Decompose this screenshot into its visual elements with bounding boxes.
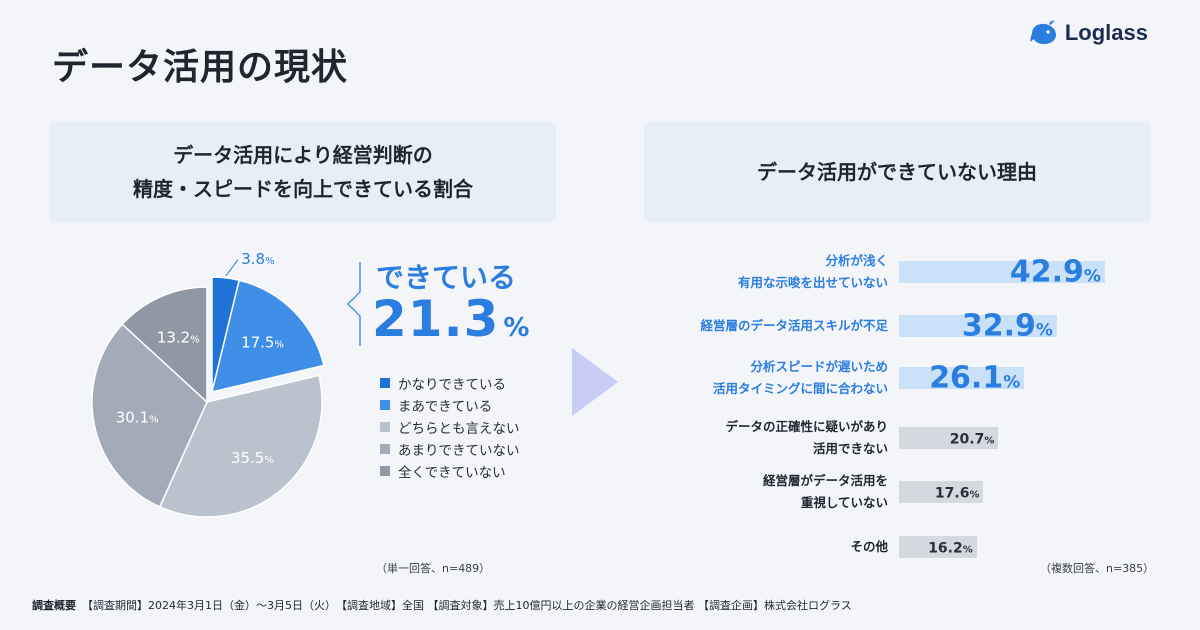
pie-label-leader (225, 259, 239, 277)
arrow-right-icon (572, 348, 618, 416)
pie-legend: かなりできている まあできているどちらとも言えない あまりできていない 全くできていな… (380, 372, 520, 482)
whale-icon (1029, 20, 1056, 44)
left-panel-header: データ活用により経営判断の 精度・スピードを向上できている割合 (50, 122, 556, 222)
bar-value: 42.9% (1009, 254, 1101, 290)
pie-label: 3.8% (241, 250, 274, 268)
logo-text: Loglass (1064, 20, 1148, 45)
logo: Loglass (1029, 20, 1148, 46)
bar-label: 分析が浅く 有用な示唆を出せていない (737, 253, 888, 290)
bar-label: 経営層がデータ活用を 重視していない (762, 473, 888, 510)
pie-slice-somewhat-unable (91, 323, 208, 508)
bar-row: 分析スピードが遅いため 活用タイミングに間に合わない 26.1% (650, 358, 1150, 398)
bar (899, 481, 984, 503)
page-title: データ活用の現状 (52, 47, 349, 88)
bar (899, 367, 1025, 389)
pie-label: 17.5% (241, 334, 284, 352)
left-panel-title-line1: データ活用により経営判断の (173, 143, 433, 167)
left-panel-title-line2: 精度・スピードを向上できている割合 (133, 177, 473, 201)
legend-label: 全くできていない (398, 465, 506, 481)
legend-swatch (380, 466, 390, 476)
highlight-unit: % (503, 313, 530, 343)
bar-value: 26.1% (929, 360, 1021, 396)
highlight-number: 21.3 (372, 290, 500, 348)
pie-slice-somewhat-able (210, 279, 325, 394)
legend-label: まあできている (398, 399, 493, 415)
bar-value: 32.9% (961, 308, 1053, 344)
bar (899, 261, 1105, 283)
bar-value: 17.6% (934, 485, 980, 502)
legend-label: かなりできている (398, 377, 506, 393)
pie-label: 30.1% (116, 408, 159, 426)
legend-item-very-able: かなりできている (380, 372, 520, 394)
right-note: （複数回答、n=385） (1040, 562, 1155, 575)
pie-slice-neutral (158, 374, 323, 518)
bar-row: 経営層のデータ活用スキルが不足 32.9% (650, 306, 1150, 346)
bar (899, 315, 1057, 337)
bar-row: データの正確性に疑いがあり 活用できない 20.7% (650, 418, 1150, 458)
bar-row: 経営層がデータ活用を 重視していない 17.6% (650, 472, 1150, 512)
legend-item-somewhat-able: まあできている (380, 394, 520, 416)
legend-swatch (380, 444, 390, 454)
legend-label: どちらとも言えない (398, 421, 520, 437)
bracket-connector (347, 262, 361, 346)
pie-label: 35.5% (231, 449, 274, 467)
survey-footer: 調査概要 【調査期間】2024年3月1日（金）〜3月5日（火） 【調査地域】全国 … (32, 597, 852, 613)
left-note: （単一回答、n=489） (376, 562, 491, 575)
bar-label: その他 (850, 539, 888, 554)
bar-row: 分析が浅く 有用な示唆を出せていない 42.9% (650, 252, 1150, 292)
right-panel-header: データ活用ができていない理由 (644, 122, 1150, 222)
right-panel-title: データ活用ができていない理由 (757, 160, 1037, 184)
pie-slice-unable (121, 286, 208, 404)
legend-swatch (380, 378, 390, 388)
legend-swatch (380, 422, 390, 432)
bar-label: 経営層のデータ活用スキルが不足 (700, 318, 888, 333)
bar-value: 16.2% (928, 540, 973, 557)
bar-label: 分析スピードが遅いため 活用タイミングに間に合わない (712, 359, 888, 396)
footer-text: 【調査期間】2024年3月1日（金）〜3月5日（火） 【調査地域】全国 【調査対… (82, 599, 852, 612)
footer-label: 調査概要 (32, 599, 76, 612)
legend-swatch (380, 400, 390, 410)
legend-item-somewhat-unable: あまりできていない (380, 438, 520, 460)
legend-item-neutral: どちらとも言えない (380, 416, 520, 438)
bar-label: データの正確性に疑いがあり 活用できない (725, 419, 888, 456)
bar-row: その他 16.2% (650, 527, 1150, 567)
pie-label: 13.2% (157, 329, 200, 347)
bar (899, 536, 977, 558)
bar-value: 20.7% (949, 431, 995, 448)
bar (899, 427, 999, 449)
legend-item-unable: 全くできていない (380, 460, 520, 482)
highlight-value: 21.3% (372, 290, 529, 348)
legend-label: あまりできていない (398, 443, 520, 459)
highlight-label: できている (376, 261, 517, 294)
